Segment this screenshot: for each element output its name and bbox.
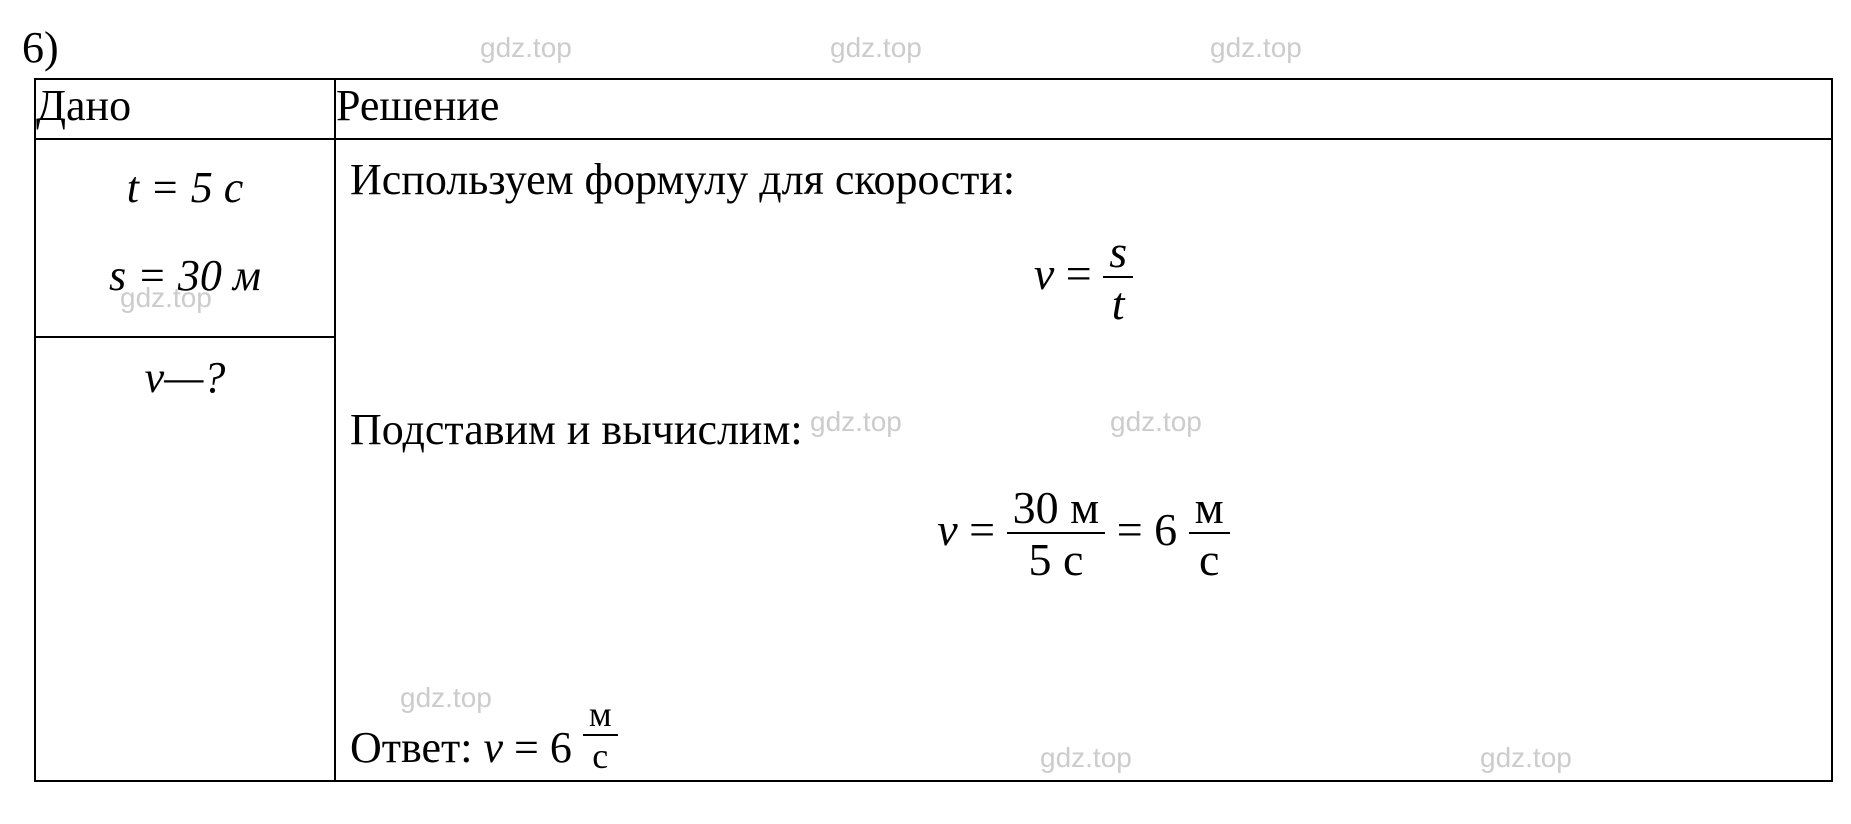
f2-unit-fraction: мс [1189, 484, 1230, 585]
f2-den1: 5 с [1007, 534, 1106, 584]
given-separator [36, 336, 334, 338]
page-root: 6) gdz.top gdz.top gdz.top gdz.top gdz.t… [0, 0, 1851, 824]
header-given: Дано [35, 79, 335, 139]
f1-lhs: v [1034, 248, 1054, 299]
item-number: 6) [22, 22, 59, 73]
step1-text: Используем формулу для скорости: [350, 154, 1015, 205]
watermark: gdz.top [480, 32, 572, 64]
f2-num1: 30 м [1007, 484, 1106, 534]
f2-eq1: = [958, 504, 1007, 555]
f1-eq: = [1054, 248, 1103, 299]
solution-table: Дано Решение t = 5 с s = 30 м v—? Исполь… [34, 78, 1833, 782]
var-s: s [109, 251, 126, 300]
var-v: v [145, 353, 165, 402]
given-unknown: v—? [36, 352, 334, 403]
answer-unit-num: м [583, 696, 618, 736]
answer-unit-fraction: мс [583, 696, 618, 776]
answer-unit-den: с [583, 736, 618, 776]
watermark: gdz.top [830, 32, 922, 64]
val-t: = 5 [139, 163, 224, 212]
answer-eq: = 6 [503, 723, 583, 772]
f1-num: s [1103, 228, 1133, 278]
f1-den: t [1103, 278, 1133, 328]
f2-unit-den: с [1189, 534, 1230, 584]
solution-cell: Используем формулу для скорости: v = st … [335, 139, 1832, 781]
f1-fraction: st [1103, 228, 1133, 329]
step2-text: Подставим и вычислим: [350, 404, 803, 455]
table-header-row: Дано Решение [35, 79, 1832, 139]
f2-lhs: v [937, 504, 957, 555]
f2-fraction1: 30 м5 с [1007, 484, 1106, 585]
answer-line: Ответ: v = 6 мс [350, 696, 618, 776]
formula-v-eq-s-over-t: v = st [336, 228, 1831, 329]
header-solution: Решение [335, 79, 1832, 139]
given-s: s = 30 м [36, 250, 334, 301]
val-s: = 30 [126, 251, 233, 300]
unit-s: м [233, 251, 261, 300]
dash: — [164, 353, 203, 402]
watermark: gdz.top [1210, 32, 1302, 64]
answer-label: Ответ: [350, 723, 484, 772]
table-body-row: t = 5 с s = 30 м v—? Используем формулу … [35, 139, 1832, 781]
f2-eq2: = 6 [1105, 504, 1188, 555]
var-t: t [127, 163, 139, 212]
question-mark: ? [203, 353, 225, 402]
f2-unit-num: м [1189, 484, 1230, 534]
given-cell: t = 5 с s = 30 м v—? [35, 139, 335, 781]
answer-var: v [484, 723, 504, 772]
formula-numeric: v = 30 м5 с = 6 мс [336, 484, 1831, 585]
unit-t: с [224, 163, 244, 212]
given-t: t = 5 с [36, 162, 334, 213]
